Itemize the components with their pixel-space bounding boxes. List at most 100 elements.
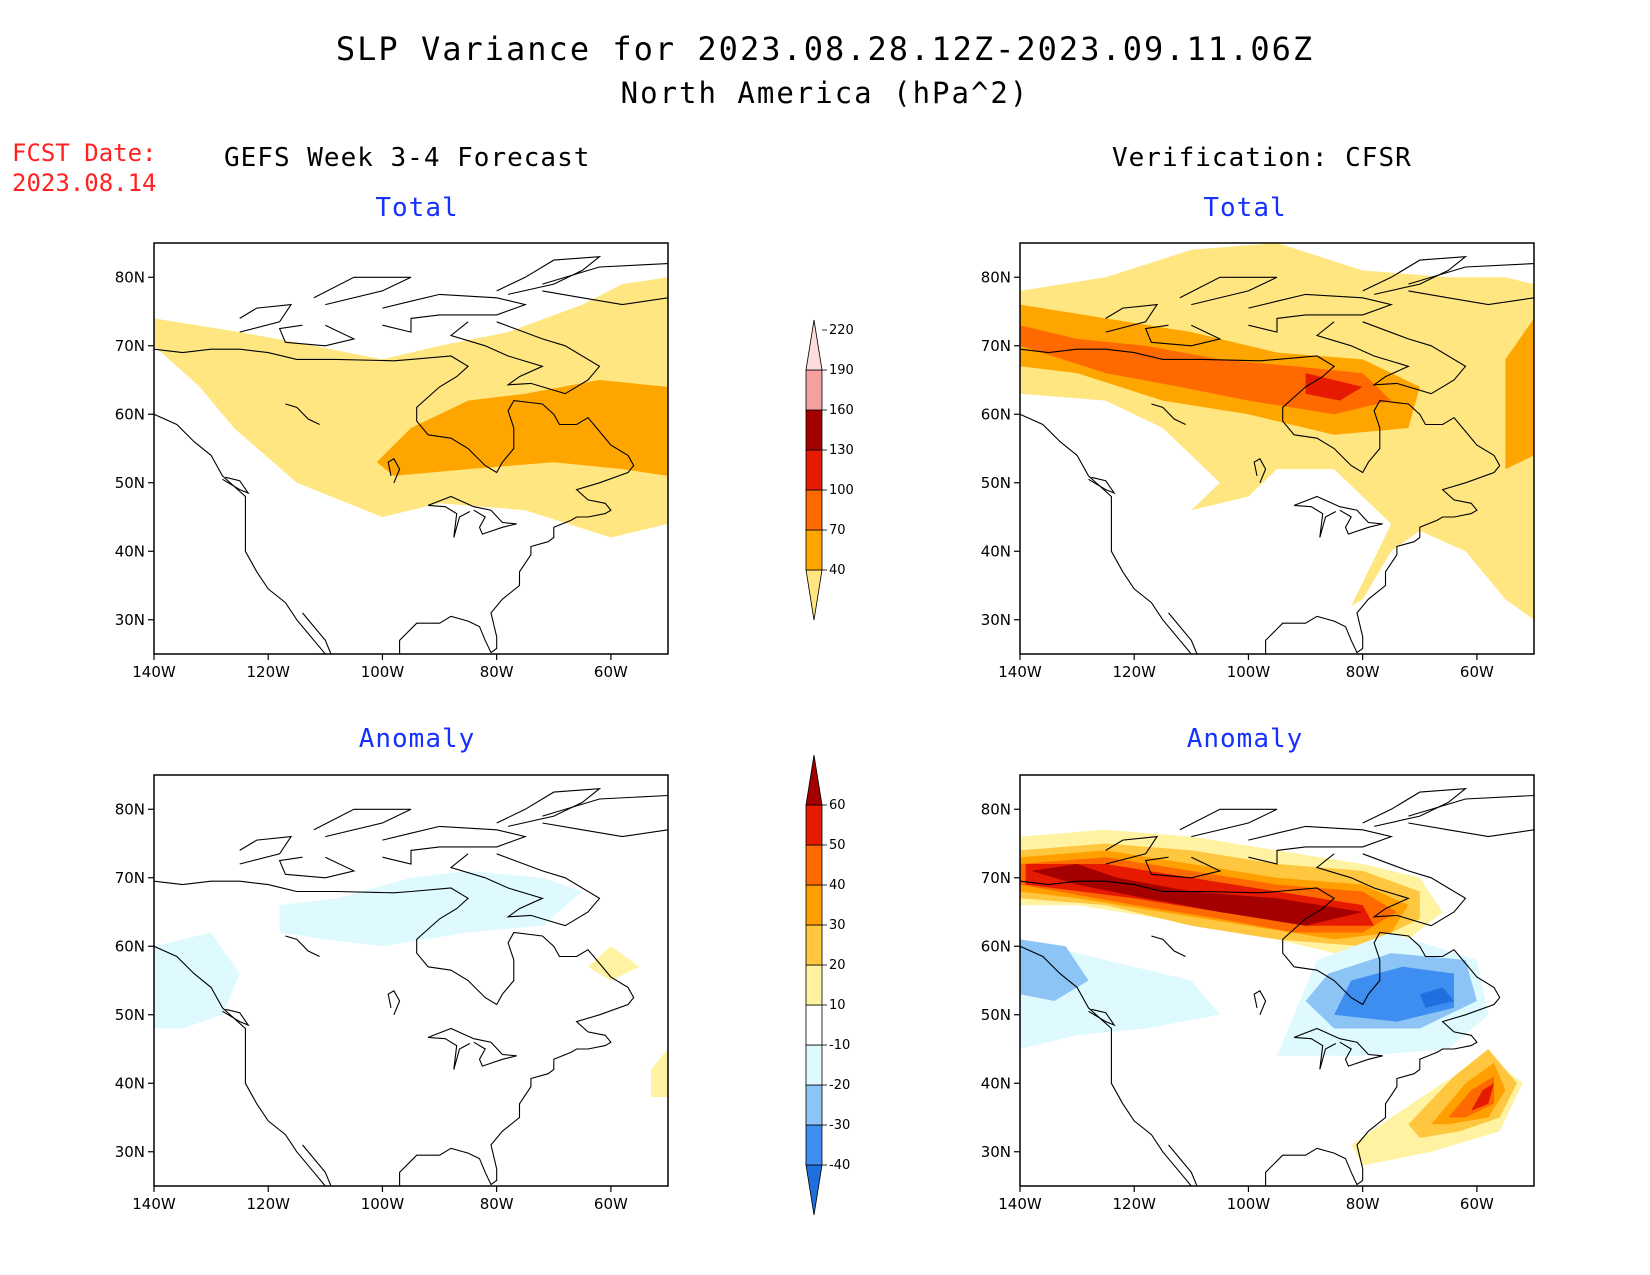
- lat-tick-label: 40N: [115, 542, 145, 560]
- map-field-layer: [154, 243, 668, 654]
- lon-tick-label: 120W: [246, 1195, 290, 1213]
- lat-tick-label: 70N: [115, 869, 145, 887]
- lat-tick-label: 50N: [981, 474, 1011, 492]
- coastline: [382, 293, 528, 333]
- lat-tick-label: 40N: [115, 1074, 145, 1092]
- lat-tick-label: 40N: [981, 542, 1011, 560]
- coastline: [239, 835, 293, 865]
- coastline: [222, 476, 250, 495]
- colorbar-total: 40 70 100 130 160 190 220: [805, 319, 854, 621]
- colorbar-label: -20: [829, 1078, 850, 1093]
- contour-region-neg20: [1020, 939, 1089, 1001]
- panel-title-forecast-total: Total: [375, 193, 459, 223]
- coastline: [285, 935, 320, 957]
- contour-region-40: [154, 277, 668, 538]
- coastline: [1144, 856, 1222, 879]
- lon-tick-label: 80W: [1346, 663, 1380, 681]
- colorbar-label: 190: [829, 363, 854, 378]
- colorbar-swatch: [805, 489, 823, 531]
- colorbar-label: 40: [829, 878, 846, 893]
- lon-tick-label: 60W: [1460, 1195, 1494, 1213]
- colorbar-swatch: [805, 844, 823, 886]
- colorbar-label: 30: [829, 918, 846, 933]
- contour-region-neg30: [1334, 966, 1454, 1022]
- colorbar-label: 40: [829, 563, 846, 578]
- coastline: [1179, 276, 1278, 306]
- coastline: [496, 788, 602, 827]
- lon-tick-label: 100W: [1227, 663, 1271, 681]
- coastline: [1020, 348, 1501, 654]
- coastline: [239, 303, 293, 333]
- contour-region-neg10: [279, 870, 583, 947]
- coastline: [302, 612, 332, 654]
- contour-region-130: [1305, 373, 1363, 401]
- coastline: [285, 403, 320, 425]
- colorbar-label: 20: [829, 958, 846, 973]
- coastline: [302, 1144, 332, 1186]
- lat-tick-label: 60N: [981, 405, 1011, 423]
- forecast-anomaly-map: 80N 70N 60N 50N 40N 30N 140W 120W 100W 80W 60W: [115, 774, 669, 1213]
- lon-tick-label: 100W: [361, 1195, 405, 1213]
- coastline: [1248, 825, 1394, 865]
- coastline: [154, 880, 635, 1186]
- colorbar-label: 100: [829, 483, 854, 498]
- coastline: [1253, 458, 1267, 484]
- colorbar-label: -10: [829, 1038, 850, 1053]
- chart-title: SLP Variance for 2023.08.28.12Z-2023.09.…: [335, 30, 1315, 68]
- contour-region-neg10: [154, 932, 240, 1029]
- coastline: [1248, 293, 1394, 333]
- map-field-layer: [1020, 243, 1534, 654]
- colorbar-swatch: [805, 1004, 823, 1046]
- map-field-layer: [1020, 775, 1534, 1186]
- lat-tick-label: 80N: [981, 800, 1011, 818]
- map-field-layer: [154, 775, 668, 1186]
- coastline: [1144, 324, 1222, 347]
- forecast-total-map: 80N 70N 60N 50N 40N 30N 140W 120W 100W 80W 60W: [115, 242, 669, 681]
- coastline: [278, 324, 356, 347]
- lat-tick-label: 70N: [115, 337, 145, 355]
- contour-region-70: [1505, 318, 1534, 470]
- lat-tick-label: 60N: [981, 937, 1011, 955]
- coastline: [1315, 321, 1467, 395]
- chart-subtitle: North America (hPa^2): [620, 76, 1030, 110]
- fcst-date-value: 2023.08.14: [12, 169, 157, 197]
- coastline: [222, 1008, 250, 1027]
- lon-tick-label: 140W: [998, 1195, 1042, 1213]
- lon-tick-label: 120W: [246, 663, 290, 681]
- contour-region-40: [1448, 1076, 1494, 1118]
- lon-tick-label: 120W: [1112, 663, 1156, 681]
- coastline: [1315, 853, 1467, 927]
- colorbar-swatch: [805, 409, 823, 451]
- lat-tick-label: 70N: [981, 869, 1011, 887]
- lat-tick-label: 80N: [115, 268, 145, 286]
- colorbar-swatch: [805, 1124, 823, 1166]
- contour-region-10: [650, 1049, 668, 1097]
- colorbar-label: 160: [829, 403, 854, 418]
- lat-tick-label: 60N: [115, 405, 145, 423]
- contour-region-neg40: [1419, 987, 1454, 1008]
- colorbar-swatch: [805, 1164, 823, 1216]
- coastline: [1105, 835, 1159, 865]
- colorbar-label: 50: [829, 838, 846, 853]
- coastline: [1151, 935, 1186, 957]
- right-column-title: Verification: CFSR: [1112, 143, 1412, 173]
- coastline: [313, 276, 412, 306]
- lon-tick-label: 60W: [594, 1195, 628, 1213]
- lon-tick-label: 100W: [361, 663, 405, 681]
- panel-title-verification-total: Total: [1203, 193, 1287, 223]
- lon-tick-label: 80W: [1346, 1195, 1380, 1213]
- coastline: [1020, 413, 1192, 654]
- coastline: [1408, 263, 1534, 306]
- fcst-date-label: FCST Date:: [12, 139, 157, 167]
- lat-tick-label: 50N: [981, 1006, 1011, 1024]
- lon-tick-label: 140W: [132, 1195, 176, 1213]
- contour-region-10: [588, 946, 640, 981]
- lat-tick-label: 30N: [115, 1143, 145, 1161]
- coastline: [1408, 794, 1534, 838]
- map-frame: [153, 774, 669, 1187]
- coastline: [496, 256, 602, 295]
- coastline: [313, 808, 412, 838]
- colorbar-label: 10: [829, 998, 846, 1013]
- coastline: [154, 413, 326, 654]
- lat-tick-label: 70N: [981, 337, 1011, 355]
